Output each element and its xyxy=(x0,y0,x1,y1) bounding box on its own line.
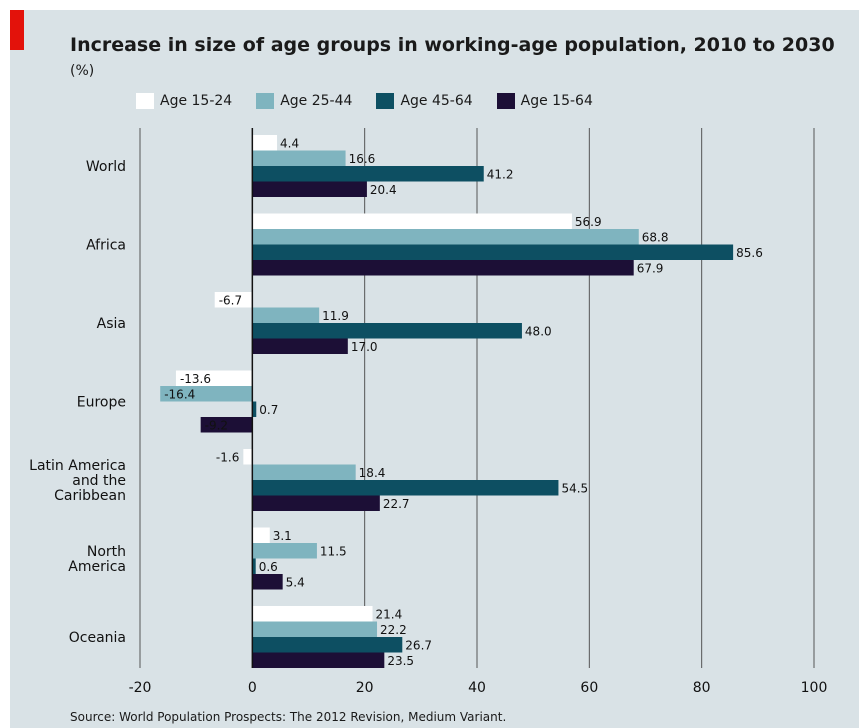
legend-swatch-age-15-64 xyxy=(496,93,515,109)
data-label: 23.5 xyxy=(387,654,414,668)
data-label: 17.0 xyxy=(351,340,378,354)
category-label: Caribbean xyxy=(54,488,126,504)
data-label: 26.7 xyxy=(405,639,432,653)
chart-panel: Increase in size of age groups in workin… xyxy=(10,10,859,728)
legend-label-age-45-64: Age 45-64 xyxy=(400,93,473,109)
category-label: Africa xyxy=(86,238,126,254)
data-label: 0.7 xyxy=(259,403,278,417)
bar xyxy=(252,244,734,260)
data-label: 56.9 xyxy=(575,215,602,229)
x-tick-label: 20 xyxy=(356,680,374,696)
bar xyxy=(252,135,278,151)
category-label: World xyxy=(86,159,126,175)
category-label: Oceania xyxy=(69,630,126,646)
data-label: 54.5 xyxy=(561,482,588,496)
bar xyxy=(252,307,320,323)
bar xyxy=(252,606,373,622)
bar xyxy=(252,213,572,229)
bar xyxy=(252,652,385,668)
data-label: 0.6 xyxy=(259,560,278,574)
bar xyxy=(200,417,253,433)
bar xyxy=(252,464,356,480)
data-label: 20.4 xyxy=(370,183,397,197)
data-label: 11.9 xyxy=(322,309,349,323)
data-label: 16.6 xyxy=(349,152,376,166)
bar xyxy=(252,338,348,354)
data-label: 48.0 xyxy=(525,325,552,339)
legend: Age 15-24 Age 25-44 Age 45-64 Age 15-64 xyxy=(136,93,617,109)
legend-label-age-15-64: Age 15-64 xyxy=(520,93,593,109)
legend-label-age-25-44: Age 25-44 xyxy=(280,93,353,109)
legend-item-age-25-44: Age 25-44 xyxy=(256,93,352,109)
data-label: 21.4 xyxy=(376,608,403,622)
bar xyxy=(252,527,270,543)
chart-subtitle: (%) xyxy=(70,63,95,79)
bar xyxy=(252,150,346,166)
legend-item-age-15-64: Age 15-64 xyxy=(496,93,593,109)
bar xyxy=(252,401,257,417)
bar xyxy=(252,543,317,559)
bar xyxy=(252,558,256,574)
bar xyxy=(252,181,367,197)
x-tick-label: 100 xyxy=(801,680,828,696)
category-label: America xyxy=(68,559,126,575)
bar xyxy=(252,480,559,496)
legend-swatch-age-25-44 xyxy=(256,93,275,109)
x-tick-label: 0 xyxy=(248,680,257,696)
legend-swatch-age-15-24 xyxy=(136,93,154,109)
bar xyxy=(243,449,253,465)
chart-title: Increase in size of age groups in workin… xyxy=(70,34,835,56)
legend-item-age-45-64: Age 45-64 xyxy=(376,93,473,109)
category-label: North xyxy=(87,544,126,560)
category-label: and the xyxy=(72,473,126,489)
data-label: -1.6 xyxy=(216,451,239,465)
data-label: 41.2 xyxy=(487,168,514,182)
data-label: 5.4 xyxy=(286,576,305,590)
bar xyxy=(252,574,283,590)
data-label: -16.4 xyxy=(164,388,195,402)
data-label: -13.6 xyxy=(180,372,211,386)
brand-flag xyxy=(10,10,24,50)
bar xyxy=(252,229,639,245)
x-tick-label: 80 xyxy=(693,680,711,696)
data-label: 4.4 xyxy=(280,137,299,151)
bar xyxy=(214,292,253,308)
data-label: 68.8 xyxy=(642,231,669,245)
legend-label-age-15-24: Age 15-24 xyxy=(160,93,233,109)
data-label: 67.9 xyxy=(637,262,664,276)
data-label: -9.2 xyxy=(205,419,228,433)
source-note: Source: World Population Prospects: The … xyxy=(70,710,507,724)
bar xyxy=(160,386,253,402)
bar xyxy=(252,166,484,182)
data-label: 22.7 xyxy=(383,497,410,511)
bar xyxy=(252,637,403,653)
category-label: Latin America xyxy=(29,458,126,474)
data-label: 3.1 xyxy=(273,529,292,543)
bar xyxy=(175,370,253,386)
legend-item-age-15-24: Age 15-24 xyxy=(136,93,232,109)
category-label: Asia xyxy=(97,316,126,332)
legend-swatch-age-45-64 xyxy=(376,93,395,109)
x-tick-label: -20 xyxy=(129,680,152,696)
bar xyxy=(252,323,522,339)
data-label: 22.2 xyxy=(380,623,407,637)
data-label: 11.5 xyxy=(320,545,347,559)
bar xyxy=(252,621,378,637)
x-tick-label: 60 xyxy=(580,680,598,696)
x-tick-label: 40 xyxy=(468,680,486,696)
bar xyxy=(252,495,380,511)
data-label: 85.6 xyxy=(736,246,763,260)
category-label: Europe xyxy=(77,395,126,411)
data-label: -6.7 xyxy=(219,294,242,308)
data-label: 18.4 xyxy=(359,466,386,480)
bar xyxy=(252,260,634,276)
